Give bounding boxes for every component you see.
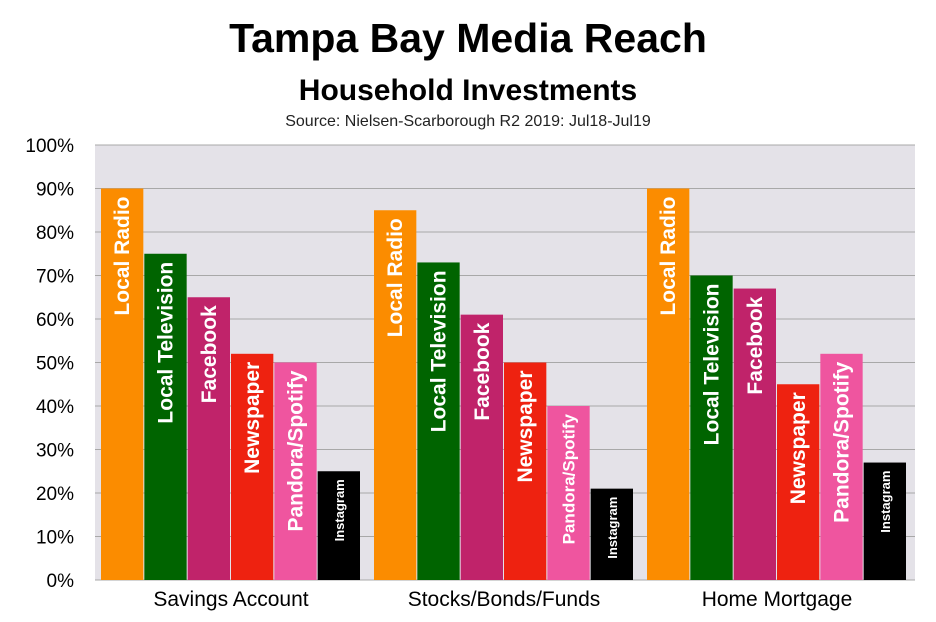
bar <box>863 462 906 580</box>
y-tick-label: 0% <box>47 571 75 592</box>
chart-source: Source: Nielsen-Scarborough R2 2019: Jul… <box>285 113 651 130</box>
bar-label: Local Television <box>155 262 178 424</box>
bar-label: Instagram <box>605 497 620 559</box>
bar-label: Local Radio <box>657 197 680 316</box>
bar <box>733 288 776 580</box>
bar <box>647 188 690 580</box>
bar <box>777 384 820 580</box>
y-tick-label: 10% <box>36 528 74 549</box>
bar <box>504 362 547 580</box>
bar-label: Local Radio <box>111 197 134 316</box>
bar <box>417 262 460 580</box>
y-tick-label: 50% <box>36 354 74 375</box>
bar-label: Pandora/Spotify <box>560 413 579 544</box>
y-tick-label: 80% <box>36 223 74 244</box>
bar <box>460 314 503 580</box>
bar <box>144 253 187 580</box>
bar <box>820 353 863 580</box>
bar <box>690 275 733 580</box>
bar-label: Facebook <box>744 296 767 394</box>
bar-label: Local Television <box>701 284 724 446</box>
x-category-label: Home Mortgage <box>702 588 853 611</box>
y-tick-label: 70% <box>36 267 74 288</box>
bar-label: Facebook <box>198 305 221 403</box>
bar <box>231 353 274 580</box>
bar <box>101 188 144 580</box>
bar-label: Pandora/Spotify <box>831 361 854 522</box>
chart-title: Tampa Bay Media Reach <box>229 15 707 61</box>
bar-label: Newspaper <box>241 362 264 474</box>
y-tick-label: 30% <box>36 441 74 462</box>
y-tick-label: 100% <box>25 136 74 157</box>
bar <box>187 297 230 580</box>
bar-label: Newspaper <box>514 371 537 483</box>
y-tick-label: 90% <box>36 180 74 201</box>
bar-label: Instagram <box>878 471 893 533</box>
bar <box>374 210 417 580</box>
bar-label: Newspaper <box>787 392 810 504</box>
bar <box>317 471 360 580</box>
bar-label: Pandora/Spotify <box>285 370 308 531</box>
bar <box>274 362 317 580</box>
y-tick-label: 60% <box>36 310 74 331</box>
bar <box>590 488 633 580</box>
bar <box>547 406 590 580</box>
x-category-label: Savings Account <box>153 588 308 611</box>
bar-label: Local Television <box>428 270 451 432</box>
chart-subtitle: Household Investments <box>298 74 638 107</box>
y-tick-label: 40% <box>36 397 74 418</box>
x-category-label: Stocks/Bonds/Funds <box>408 588 601 611</box>
bar-label: Local Radio <box>384 218 407 337</box>
bar-label: Instagram <box>332 479 347 541</box>
y-tick-label: 20% <box>36 484 74 505</box>
bar-label: Facebook <box>471 322 494 420</box>
